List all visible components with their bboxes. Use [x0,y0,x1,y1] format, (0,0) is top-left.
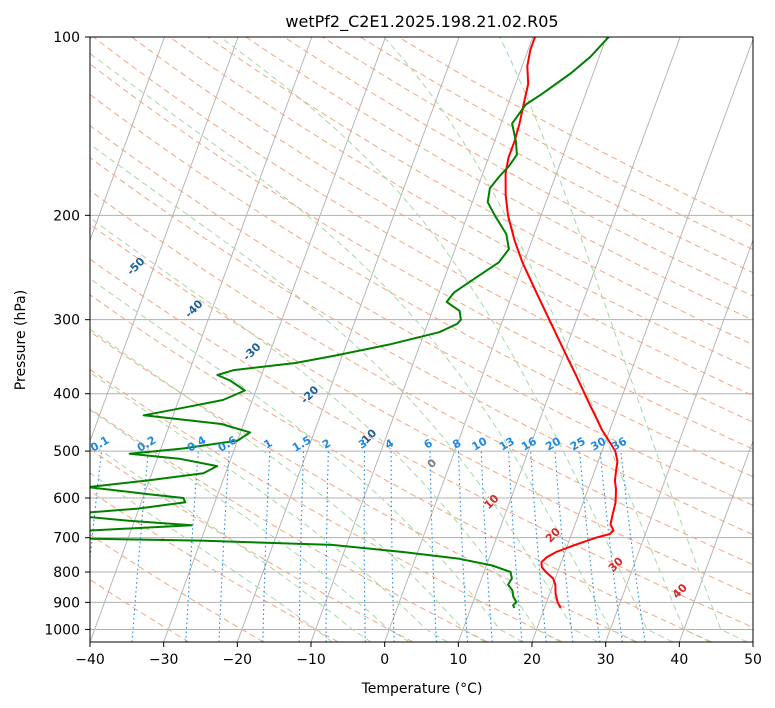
isotherm-line [90,37,239,443]
dry-adiabat-line [245,37,753,321]
mixing-ratio-line [262,451,271,642]
y-axis: 100 200 300 400 500 600 700 800 900 1000 [44,30,90,638]
mixing-ratio-line [325,451,329,642]
mixing-ratio-line [530,451,547,642]
y-tick-label: 800 [53,565,80,581]
isotherm-line [310,37,534,642]
y-tick-label: 500 [53,444,80,460]
mixing-ratio-line [363,451,366,642]
x-tick-label: 10 [449,652,467,668]
x-tick-label: −30 [149,652,179,668]
plot-frame [89,36,754,643]
isotherm-line [605,238,753,642]
dry-adiabat-line [90,157,753,536]
isotherm-line [457,37,681,642]
moist-adiabat-line [90,442,372,642]
y-tick-label: 400 [53,387,80,403]
y-tick-label: 200 [53,208,80,224]
dry-adiabat-line [90,408,488,642]
dewpoint-line [90,37,610,609]
moist-adiabat-line [90,217,561,642]
y-tick-label: 300 [53,313,80,329]
mixing-ratio-line [457,451,469,642]
mixing-ratio-line [579,451,601,642]
dry-adiabat-line [90,533,264,642]
y-tick-label: 700 [53,531,80,547]
mixing-ratio-line [554,451,574,642]
x-axis-label: Temperature (°C) [361,681,483,697]
y-tick-label: 600 [53,491,80,507]
chart-title: wetPf2_C2E1.2025.198.21.02.R05 [285,12,558,32]
x-axis: −40 −30 −20 −10 0 10 20 30 40 50 [75,642,762,668]
data-lines [90,37,619,609]
temperature-line [504,37,619,609]
moist-adiabat-line [219,37,674,642]
moist-adiabat-line [90,52,636,642]
dry-adiabat-line [90,258,753,628]
isotherm-line [678,439,753,642]
moist-adiabat-line [90,371,448,642]
moist-adiabat-line [383,37,711,642]
mixing-ratio-line [620,451,646,642]
isotherm-line [90,37,313,642]
isotherm-line [531,37,753,642]
x-tick-label: 50 [744,652,762,668]
x-tick-label: 40 [670,652,688,668]
x-tick-label: 20 [523,652,541,668]
isotherm-line [236,37,460,642]
mixing-ratio-line [298,451,305,642]
dry-adiabat-line [90,189,753,566]
moist-adiabat-line [90,277,524,642]
y-tick-label: 100 [53,30,80,46]
y-axis-label: Pressure (hPa) [13,290,29,390]
y-tick-label: 1000 [44,622,80,638]
mixing-ratio-line [185,451,199,642]
y-tick-label: 900 [53,595,80,611]
mixing-ratio-line [480,451,493,642]
x-tick-label: −40 [75,652,105,668]
dry-adiabat-line [90,223,753,597]
dry-adiabat-line [90,368,563,642]
moist-adiabat-line [499,37,748,642]
mixing-ratio-line [131,451,149,642]
x-tick-label: 30 [597,652,615,668]
moist-adiabat-line [90,143,599,642]
mixing-ratio-line [429,451,437,642]
isotherm-line [90,37,165,242]
x-tick-label: 0 [380,652,389,668]
moist-adiabat-line [90,328,486,642]
x-tick-label: −10 [296,652,326,668]
dry-adiabat-line [90,125,753,506]
isotherm-line [384,37,607,642]
mixing-ratio-line [599,451,623,642]
mixing-ratio-line [218,451,230,642]
mixing-ratio-line [390,451,395,642]
dry-adiabat-line [90,294,712,642]
dry-adiabat-line [90,490,339,642]
dry-adiabat-line [207,37,753,346]
dry-adiabat-line [90,63,753,450]
x-tick-label: −20 [223,652,253,668]
mixing-ratio-line [508,451,523,642]
